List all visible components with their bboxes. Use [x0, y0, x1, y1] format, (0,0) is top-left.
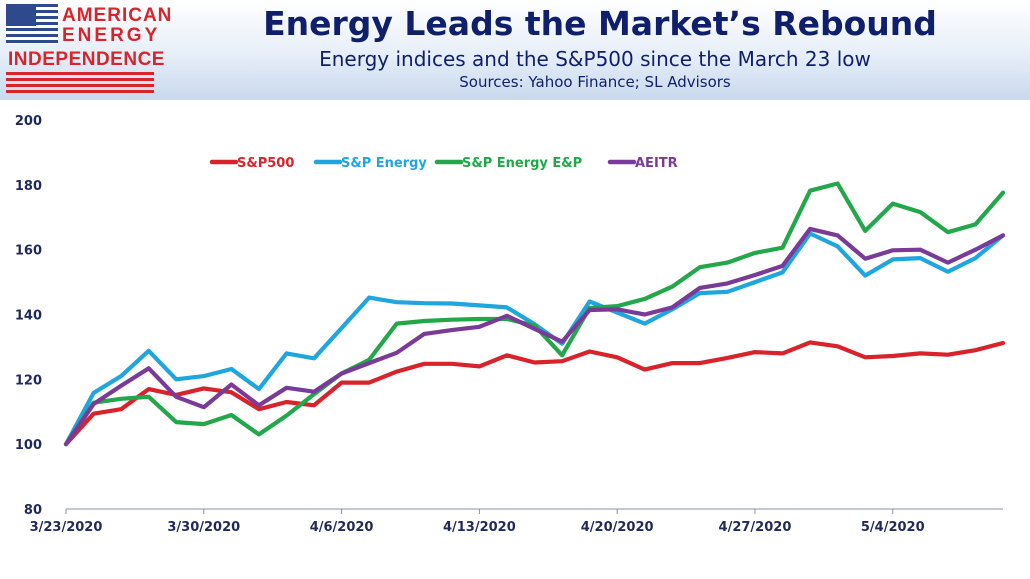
- y-tick-label: 180: [15, 179, 42, 194]
- logo-text-american: AMERICAN: [62, 5, 173, 26]
- legend-label-sp500: S&P500: [237, 156, 294, 171]
- y-tick-label: 140: [15, 309, 42, 324]
- logo-stripes: [6, 72, 154, 96]
- x-tick-label: 4/20/2020: [581, 520, 654, 535]
- y-tick-label: 200: [15, 114, 42, 129]
- american-flag-icon: [6, 4, 58, 44]
- legend-label-aeitr: AEITR: [635, 156, 678, 171]
- legend-label-sp_energy_ep: S&P Energy E&P: [462, 156, 582, 171]
- line-chart: 80 100 120 140 160 180 200 3/23/2020 3/30/2020 4/…: [15, 114, 1006, 535]
- series-line-aeitr: [63, 226, 1006, 447]
- y-tick-label: 100: [15, 438, 42, 453]
- x-tick-label: 3/23/2020: [30, 520, 103, 535]
- x-tick-label: 4/6/2020: [310, 520, 374, 535]
- series-line-sp_energy: [63, 231, 1006, 447]
- logo-text-energy: ENERGY: [62, 25, 161, 46]
- series-line-sp500: [63, 340, 1006, 447]
- y-tick-label: 80: [24, 503, 42, 518]
- y-tick-label: 120: [15, 373, 42, 388]
- chart-subtitle: Energy indices and the S&P500 since the …: [319, 47, 871, 71]
- y-tick-label: 160: [15, 244, 42, 259]
- x-tick-label: 5/4/2020: [861, 520, 925, 535]
- x-tick-label: 3/30/2020: [167, 520, 240, 535]
- logo-text-independence: INDEPENDENCE: [8, 49, 165, 70]
- legend-label-sp_energy: S&P Energy: [341, 156, 427, 171]
- american-energy-independence-logo: AMERICAN ENERGY INDEPENDENCE: [6, 4, 171, 96]
- series-line-sp_energy_ep: [63, 181, 1006, 447]
- x-tick-label: 4/13/2020: [443, 520, 516, 535]
- chart-title: Energy Leads the Market’s Rebound: [263, 4, 937, 43]
- x-tick-label: 4/27/2020: [719, 520, 792, 535]
- chart-header: AMERICAN ENERGY INDEPENDENCE Energy Lead…: [0, 0, 1030, 100]
- chart-sources: Sources: Yahoo Finance; SL Advisors: [459, 73, 731, 91]
